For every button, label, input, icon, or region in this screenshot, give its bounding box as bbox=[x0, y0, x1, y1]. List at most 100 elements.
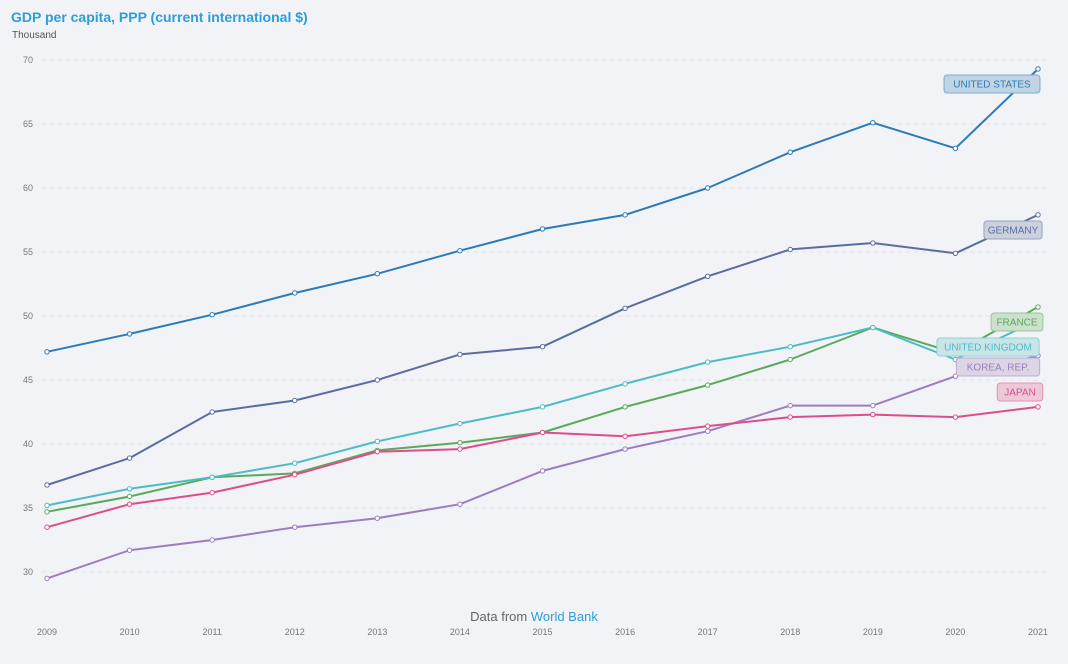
y-tick-label: 70 bbox=[23, 55, 33, 65]
data-point-germany bbox=[292, 397, 298, 404]
x-tick-label: 2011 bbox=[202, 627, 221, 637]
data-point-japan bbox=[209, 489, 215, 496]
x-axis-ticks: 2009 2010 2011 2012 2013 2014 2015 2016 2017 2018… bbox=[37, 627, 1048, 637]
data-point-japan bbox=[539, 429, 546, 436]
data-point-germany bbox=[374, 377, 381, 383]
data-point-united-states bbox=[209, 312, 215, 318]
x-tick-label: 2021 bbox=[1028, 627, 1048, 637]
data-point-germany bbox=[622, 305, 628, 312]
series-label-box bbox=[955, 357, 1041, 377]
y-tick-label: 65 bbox=[23, 119, 33, 129]
data-point-germany bbox=[126, 455, 133, 461]
data-point-united-kingdom bbox=[374, 438, 381, 445]
data-point-korea-rep bbox=[787, 402, 793, 409]
data-point-united-kingdom bbox=[292, 460, 298, 466]
data-point-united-states bbox=[44, 349, 50, 355]
series-label-united-states: UNITED STATES bbox=[943, 74, 1041, 94]
data-point-united-kingdom bbox=[44, 502, 50, 509]
series-label-box bbox=[996, 382, 1044, 402]
data-point-japan bbox=[44, 524, 50, 530]
x-tick-label: 2020 bbox=[945, 627, 965, 637]
data-point-france bbox=[44, 509, 50, 515]
world-bank-link[interactable]: World Bank bbox=[530, 609, 598, 624]
data-point-japan bbox=[292, 472, 298, 478]
source-prefix: Data from bbox=[470, 609, 528, 624]
data-point-korea-rep bbox=[622, 446, 628, 452]
data-point-united-kingdom bbox=[787, 344, 793, 350]
data-point-united-states bbox=[539, 226, 546, 232]
series-line-japan bbox=[46, 405, 1039, 529]
series-label-germany: GERMANY bbox=[983, 220, 1043, 240]
data-point-japan bbox=[1035, 404, 1041, 410]
data-point-korea-rep bbox=[292, 524, 298, 530]
data-point-united-states bbox=[126, 331, 133, 337]
y-tick-label: 30 bbox=[23, 567, 33, 577]
series-lines bbox=[46, 68, 1039, 580]
series-line-united-states bbox=[46, 68, 1039, 353]
x-tick-label: 2014 bbox=[450, 627, 470, 637]
x-tick-label: 2016 bbox=[615, 627, 635, 637]
data-point-united-states bbox=[787, 149, 793, 155]
data-point-japan bbox=[704, 423, 711, 429]
data-point-japan bbox=[622, 433, 628, 440]
data-point-france bbox=[704, 382, 711, 388]
data-point-france bbox=[1035, 304, 1041, 310]
y-tick-label: 45 bbox=[23, 375, 33, 385]
data-point-germany bbox=[457, 351, 463, 358]
data-point-germany bbox=[209, 409, 215, 415]
series-label-japan: JAPAN bbox=[996, 382, 1044, 402]
series-label-text: FRANCE bbox=[996, 318, 1037, 329]
data-point-korea-rep bbox=[704, 428, 711, 434]
series-label-france: FRANCE bbox=[990, 312, 1044, 332]
data-point-korea-rep bbox=[870, 402, 876, 409]
data-point-japan bbox=[374, 448, 381, 455]
data-point-germany bbox=[704, 273, 711, 280]
data-point-germany bbox=[952, 250, 959, 256]
series-label-text: JAPAN bbox=[1004, 388, 1036, 399]
data-point-united-kingdom bbox=[704, 359, 711, 365]
data-point-germany bbox=[870, 240, 876, 246]
y-axis-ticks: 30 35 40 45 50 55 60 65 70 bbox=[23, 55, 33, 577]
y-tick-label: 40 bbox=[23, 439, 33, 449]
data-point-korea-rep bbox=[457, 501, 463, 507]
x-tick-label: 2015 bbox=[532, 627, 552, 637]
x-tick-label: 2019 bbox=[863, 627, 883, 637]
series-label-box bbox=[990, 312, 1044, 332]
data-point-united-states bbox=[952, 145, 959, 152]
chart-title: GDP per capita, PPP (current internation… bbox=[11, 9, 308, 25]
series-label-text: KOREA, REP. bbox=[967, 363, 1030, 374]
data-point-united-kingdom bbox=[126, 486, 133, 492]
x-tick-label: 2012 bbox=[285, 627, 305, 637]
data-point-korea-rep bbox=[209, 537, 215, 543]
data-point-united-states bbox=[704, 185, 711, 191]
y-tick-label: 50 bbox=[23, 311, 33, 321]
data-point-japan bbox=[457, 446, 463, 452]
data-point-japan bbox=[126, 501, 133, 507]
data-point-korea-rep bbox=[44, 575, 50, 582]
data-point-france bbox=[787, 356, 793, 363]
x-tick-label: 2010 bbox=[120, 627, 140, 637]
y-tick-label: 55 bbox=[23, 247, 33, 257]
data-point-france bbox=[622, 404, 628, 410]
series-points bbox=[44, 66, 1041, 582]
data-source: Data from World Bank bbox=[0, 609, 1068, 624]
series-labels: UNITED STATES GERMANY FRANCE UNITED KINGDOM… bbox=[936, 74, 1044, 402]
data-point-france bbox=[457, 440, 463, 446]
data-point-japan bbox=[787, 414, 793, 420]
data-point-united-kingdom bbox=[209, 474, 215, 480]
data-point-japan bbox=[870, 411, 876, 418]
y-tick-label: 60 bbox=[23, 183, 33, 193]
data-point-united-states bbox=[374, 271, 381, 277]
data-point-united-states bbox=[870, 120, 876, 126]
data-point-germany bbox=[787, 246, 793, 253]
series-label-box bbox=[943, 74, 1041, 94]
series-label-united-kingdom: UNITED KINGDOM bbox=[936, 337, 1040, 357]
series-label-korea-rep: KOREA, REP. bbox=[955, 357, 1041, 377]
data-point-korea-rep bbox=[374, 515, 381, 521]
data-point-united-states bbox=[292, 290, 298, 296]
data-point-germany bbox=[44, 482, 50, 488]
data-point-france bbox=[126, 493, 133, 500]
series-label-text: GERMANY bbox=[988, 226, 1039, 237]
data-point-united-states bbox=[622, 212, 628, 218]
